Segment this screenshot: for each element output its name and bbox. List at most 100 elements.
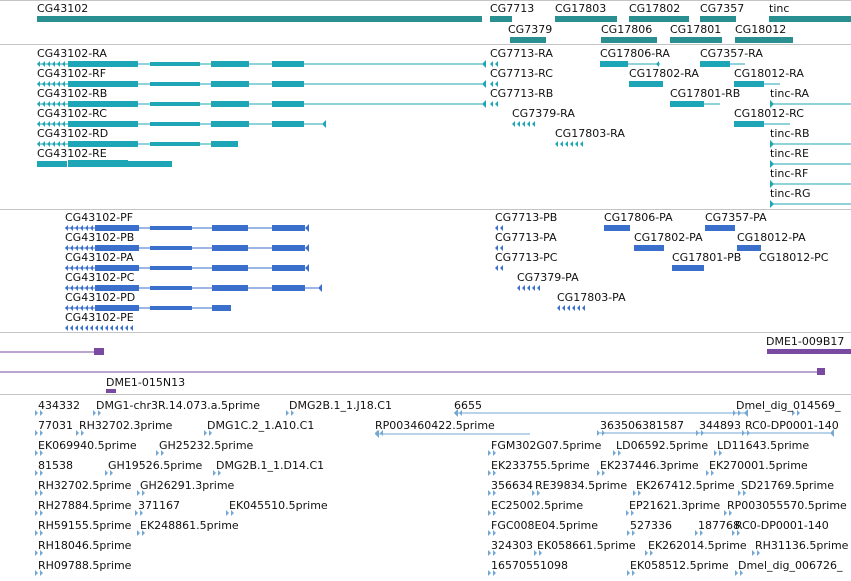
protein-arrow[interactable]: [557, 305, 560, 311]
protein-arrow[interactable]: [567, 305, 570, 311]
est-arrow[interactable]: [752, 550, 755, 556]
protein-label[interactable]: CG17803-PA: [557, 291, 626, 304]
est-arrow[interactable]: [110, 470, 113, 476]
transcript-exon[interactable]: [532, 121, 535, 127]
est-label[interactable]: RH31136.5prime: [755, 539, 849, 552]
protein-arrow[interactable]: [120, 325, 123, 331]
protein-arrow[interactable]: [532, 285, 535, 291]
transcript-label[interactable]: CG43102-RD: [37, 127, 109, 140]
gene-label[interactable]: CG17801: [670, 23, 722, 36]
transcript-exon[interactable]: [495, 101, 498, 107]
transcript-utr-arrow[interactable]: [62, 121, 65, 127]
transcript-label[interactable]: CG43102-RC: [37, 107, 107, 120]
transcript-exon[interactable]: [734, 121, 764, 127]
protein-arrow[interactable]: [75, 245, 78, 251]
protein-arrow[interactable]: [537, 285, 540, 291]
transcript-exon[interactable]: [68, 61, 138, 67]
est-arrow[interactable]: [597, 470, 600, 476]
gene-label[interactable]: CG18012: [735, 23, 787, 36]
est-label[interactable]: EK069940.5prime: [38, 439, 137, 452]
transcript-exon[interactable]: [490, 61, 493, 67]
protein-exon[interactable]: [95, 245, 139, 251]
est-arrow[interactable]: [218, 470, 221, 476]
protein-label[interactable]: CG7713-PA: [495, 231, 557, 244]
protein-arrow[interactable]: [90, 245, 93, 251]
transcript-exon[interactable]: [570, 141, 573, 147]
est-arrow[interactable]: [493, 490, 496, 496]
transcript-utr-arrow[interactable]: [47, 141, 50, 147]
transcript-label[interactable]: CG17802-RA: [629, 67, 699, 80]
est-arrow[interactable]: [488, 470, 491, 476]
transcript-start-arrow[interactable]: [770, 200, 774, 208]
transcript-exon[interactable]: [68, 101, 138, 107]
protein-label[interactable]: CG43102-PF: [65, 211, 134, 224]
protein-arrow[interactable]: [527, 285, 530, 291]
gene-bar[interactable]: [555, 16, 617, 22]
est-arrow[interactable]: [375, 430, 379, 438]
protein-exon[interactable]: [705, 225, 735, 231]
est-arrow[interactable]: [650, 550, 653, 556]
est-arrow[interactable]: [213, 470, 216, 476]
protein-arrow[interactable]: [80, 325, 83, 331]
protein-arrow[interactable]: [572, 305, 575, 311]
est-label[interactable]: 434332: [38, 399, 80, 412]
transcript-end-arrow[interactable]: [322, 120, 326, 128]
est-arrow[interactable]: [618, 450, 621, 456]
protein-label[interactable]: CG43102-PC: [65, 271, 135, 284]
transcript-end-arrow[interactable]: [656, 61, 659, 67]
protein-arrow[interactable]: [100, 325, 103, 331]
transcript-exon[interactable]: [211, 61, 249, 67]
protein-arrow[interactable]: [500, 245, 503, 251]
est-label[interactable]: RC0-DP0001-140: [735, 519, 829, 532]
est-label[interactable]: FGM302G07.5prime: [491, 439, 602, 452]
gene-bar[interactable]: [735, 37, 793, 43]
est-arrow[interactable]: [137, 490, 140, 496]
est-arrow[interactable]: [137, 530, 140, 536]
est-arrow[interactable]: [732, 530, 735, 536]
est-arrow[interactable]: [493, 530, 496, 536]
transcript-exon[interactable]: [37, 161, 67, 167]
transcript-label[interactable]: CG7713-RB: [490, 87, 554, 100]
transcript-exon[interactable]: [527, 121, 530, 127]
transcript-exon[interactable]: [490, 101, 493, 107]
transcript-label[interactable]: CG43102-RE: [37, 147, 107, 160]
protein-arrow[interactable]: [65, 225, 68, 231]
transcript-exon[interactable]: [272, 121, 304, 127]
protein-arrow[interactable]: [70, 285, 73, 291]
est-label[interactable]: 371167: [138, 499, 180, 512]
protein-arrow[interactable]: [65, 305, 68, 311]
est-arrow[interactable]: [493, 570, 496, 576]
transcript-label[interactable]: CG18012-RC: [734, 107, 804, 120]
est-arrow[interactable]: [493, 450, 496, 456]
transcript-exon[interactable]: [272, 81, 304, 87]
protein-end-arrow[interactable]: [305, 244, 309, 252]
protein-label[interactable]: CG43102-PD: [65, 291, 136, 304]
transcript-exon[interactable]: [68, 81, 138, 87]
gene-bar[interactable]: [510, 37, 546, 43]
transcript-end-arrow[interactable]: [482, 60, 486, 68]
protein-arrow[interactable]: [562, 305, 565, 311]
protein-arrow[interactable]: [130, 325, 133, 331]
protein-arrow[interactable]: [70, 225, 73, 231]
transcript-label[interactable]: CG7713-RA: [490, 47, 553, 60]
transcript-label[interactable]: CG43102-RB: [37, 87, 108, 100]
transcript-exon[interactable]: [272, 61, 304, 67]
protein-exon[interactable]: [95, 285, 139, 291]
est-arrow[interactable]: [40, 550, 43, 556]
est-arrow[interactable]: [76, 430, 79, 436]
gene-label[interactable]: CG17802: [629, 2, 681, 15]
protein-exon[interactable]: [212, 225, 248, 231]
est-arrow[interactable]: [40, 490, 43, 496]
transcript-exon[interactable]: [517, 121, 520, 127]
est-arrow[interactable]: [740, 570, 743, 576]
transcript-exon[interactable]: [700, 61, 730, 67]
transcript-exon[interactable]: [560, 141, 563, 147]
protein-arrow[interactable]: [65, 285, 68, 291]
transcript-label[interactable]: tinc-RE: [770, 147, 809, 160]
est-arrow[interactable]: [35, 570, 38, 576]
est-arrow[interactable]: [632, 570, 635, 576]
est-arrow[interactable]: [632, 530, 635, 536]
gene-bar[interactable]: [769, 16, 851, 22]
est-arrow[interactable]: [631, 510, 634, 516]
protein-exon[interactable]: [634, 245, 664, 251]
